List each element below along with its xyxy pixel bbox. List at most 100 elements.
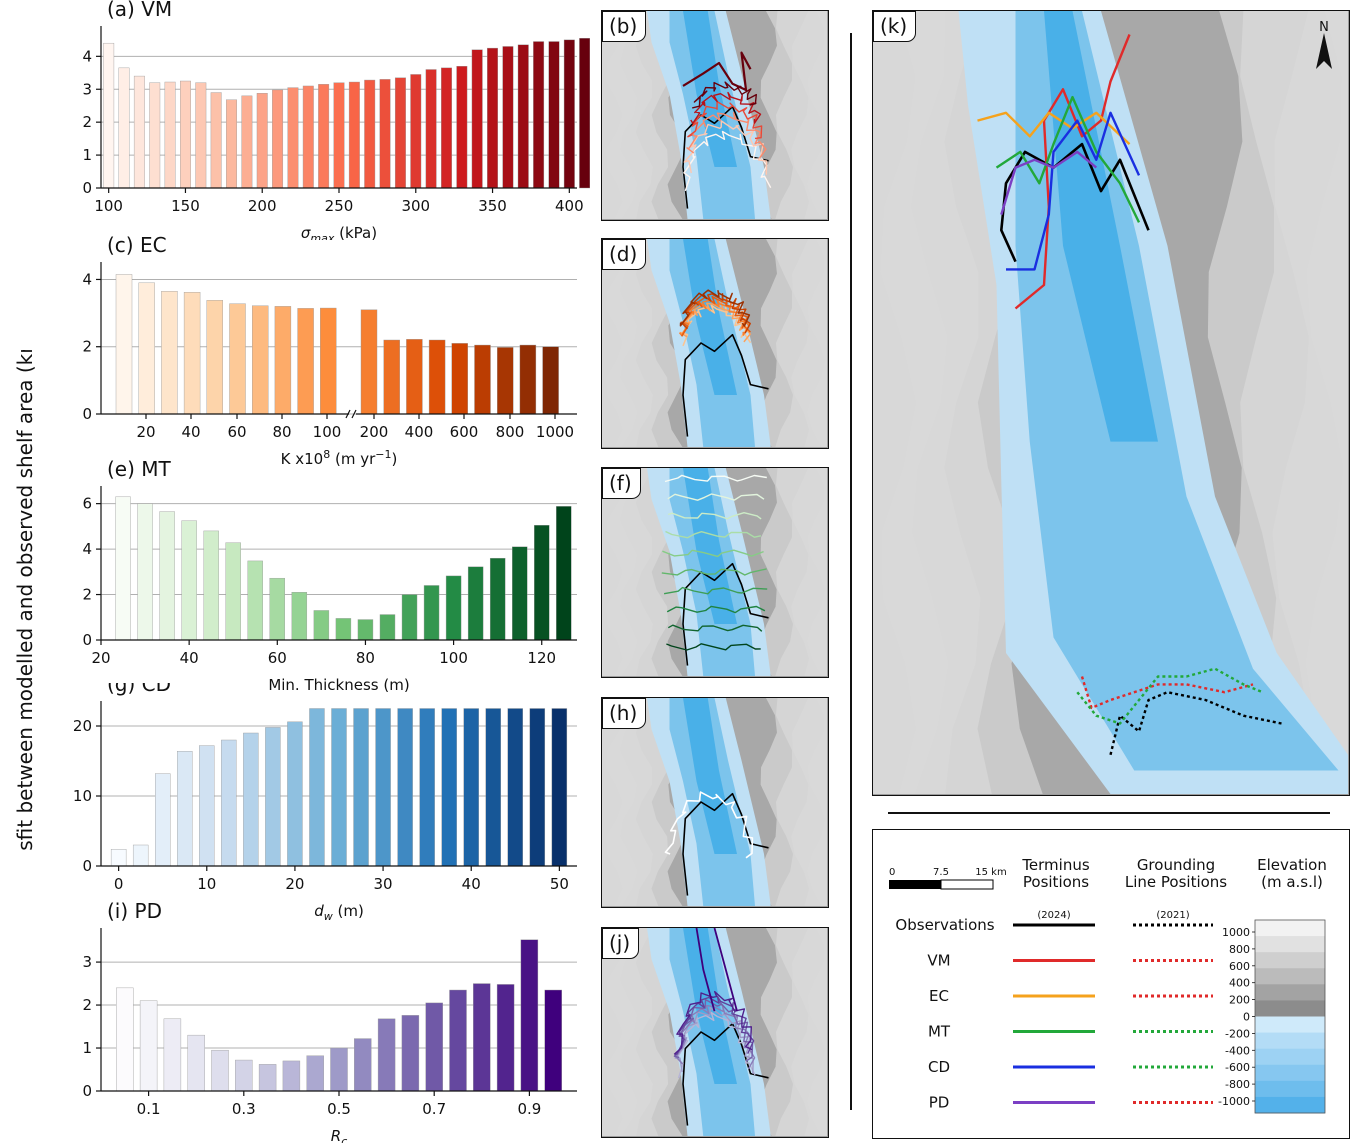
bar <box>330 1047 348 1092</box>
y-tick-label: 2 <box>82 996 92 1014</box>
y-tick-label: 2 <box>82 586 92 604</box>
y-tick-label: 10 <box>73 787 92 805</box>
modelled-terminus <box>682 51 752 92</box>
bar <box>137 503 153 641</box>
x-tick-label: 250 <box>325 197 354 215</box>
elevation-colorbar-segment <box>1255 1048 1325 1066</box>
bar <box>563 39 575 189</box>
elevation-colorbar-segment <box>1255 1032 1325 1050</box>
legend-row-label: VM <box>927 952 950 970</box>
elevation-tick-label: 600 <box>1229 960 1250 973</box>
y-axis-label: Misfit between modelled and observed she… <box>13 350 37 850</box>
bar <box>302 85 314 189</box>
x-tick-label: 100 <box>439 649 468 667</box>
bar <box>163 1018 182 1092</box>
elevation-colorbar-segment <box>1255 1000 1325 1017</box>
terminus-pd <box>1000 150 1098 215</box>
scale-bar-white <box>940 879 994 890</box>
x-tick-label: 20 <box>136 423 155 441</box>
x-tick-label: 1000 <box>536 423 574 441</box>
modelled-terminus <box>664 791 754 859</box>
bar <box>544 989 562 1092</box>
fjord-water-deepest <box>683 468 737 624</box>
legend-row-label: MT <box>928 1023 951 1041</box>
bar <box>306 1055 324 1092</box>
bar <box>579 38 590 189</box>
observed-terminus <box>682 105 769 209</box>
y-tick-label: 4 <box>82 270 92 288</box>
map-graphic <box>602 928 827 1136</box>
bar <box>318 84 330 189</box>
land-contour <box>759 698 827 906</box>
bar <box>161 291 178 415</box>
x-tick-label: 30 <box>374 875 393 893</box>
legend-year-grounding: (2021) <box>1156 910 1189 921</box>
modelled-terminus <box>679 289 751 327</box>
elevation-tick-label: 800 <box>1229 943 1250 956</box>
bar <box>487 47 498 189</box>
x-axis-label: Min. Thickness (m) <box>268 676 409 694</box>
x-tick-label: 350 <box>478 197 507 215</box>
bar <box>309 708 325 867</box>
north-label: N <box>1319 20 1329 35</box>
panel-label: (d) <box>602 239 647 270</box>
legend-row-label: EC <box>929 987 949 1005</box>
bar <box>485 708 501 867</box>
y-tick-label: 1 <box>82 1039 92 1057</box>
bar <box>164 81 176 189</box>
bar <box>534 525 550 641</box>
bar <box>199 745 215 867</box>
panel-label: (a) VM <box>107 0 172 21</box>
modelled-terminus <box>664 474 767 483</box>
bar <box>529 708 546 867</box>
x-tick-label: 120 <box>527 649 556 667</box>
fjord-water-deepest <box>683 698 737 854</box>
bar <box>425 1002 443 1092</box>
bar <box>115 496 131 641</box>
bar <box>110 848 127 867</box>
modelled-terminus <box>667 493 765 501</box>
bar <box>181 520 197 641</box>
y-tick-label: 6 <box>82 495 92 513</box>
y-tick-label: 20 <box>73 717 92 735</box>
bar <box>103 42 115 189</box>
panel-label: (g) CD <box>107 683 171 696</box>
x-tick-label: 60 <box>227 423 246 441</box>
panel-label: (h) <box>602 698 647 729</box>
x-tick-label: 10 <box>197 875 216 893</box>
map-panel-j: (j) <box>601 927 829 1138</box>
modelled-terminus <box>690 91 762 124</box>
bar <box>512 546 528 641</box>
bar <box>258 1064 277 1092</box>
bar <box>533 41 545 189</box>
elevation-tick-label: 200 <box>1229 994 1250 1007</box>
y-tick-label: 0 <box>82 405 92 423</box>
modelled-terminus <box>673 990 753 1055</box>
x-tick-label: 600 <box>450 423 479 441</box>
modelled-terminus <box>662 549 764 558</box>
x-tick-label: 0.1 <box>137 1100 161 1118</box>
elevation-colorbar-segment <box>1255 984 1325 1001</box>
bar-chart-cd: 0 10 20 0 10 20 30 40 50 (g) CD dw (m) <box>73 683 577 923</box>
bar <box>507 708 523 867</box>
bar <box>441 67 452 189</box>
land-contour <box>759 468 827 676</box>
bar <box>397 708 413 867</box>
x-tick-label: 100 <box>313 423 342 441</box>
legend-year-terminus: (2024) <box>1037 910 1070 921</box>
panel-label: (b) <box>602 11 647 42</box>
bar-chart-pd: 0 1 2 3 0.1 0.3 0.5 0.7 0.9 (i) PD Rc <box>82 900 577 1143</box>
bar <box>180 80 191 189</box>
x-tick-label: 400 <box>555 197 584 215</box>
map-graphic <box>602 468 827 676</box>
bar <box>467 566 484 641</box>
modelled-terminus <box>666 643 761 651</box>
map-panel-f: (f) <box>601 467 829 678</box>
bar <box>364 79 376 189</box>
x-tick-label: 200 <box>360 423 389 441</box>
bar <box>357 619 374 641</box>
modelled-terminus <box>666 605 766 614</box>
fjord-water-deepest <box>1044 11 1158 442</box>
bar <box>210 92 222 189</box>
map-panel-d: (d) <box>601 238 829 449</box>
